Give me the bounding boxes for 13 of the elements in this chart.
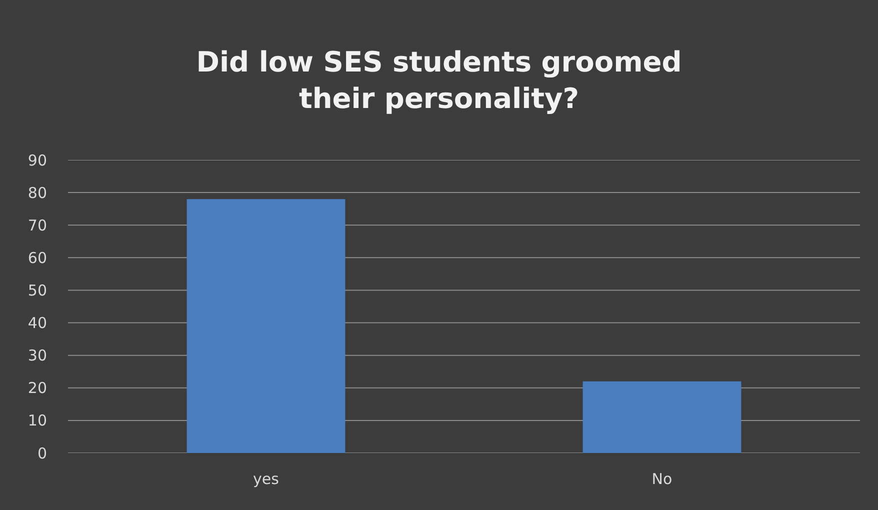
y-tick-label: 70 (28, 216, 47, 234)
y-tick-label: 60 (28, 248, 47, 267)
y-tick-label: 30 (28, 346, 47, 365)
y-tick-label: 10 (28, 412, 47, 430)
chart-title: Did low SES students groomed their personality? (196, 45, 682, 115)
x-tick-label: No (652, 470, 672, 488)
y-tick-label: 80 (28, 184, 47, 202)
y-tick-label: 20 (28, 379, 47, 398)
x-tick-label: yes (253, 470, 280, 488)
y-tick-label: 90 (28, 151, 47, 170)
y-tick-label: 0 (37, 444, 47, 462)
y-tick-label: 50 (28, 281, 47, 300)
y-tick-label: 40 (28, 314, 47, 332)
